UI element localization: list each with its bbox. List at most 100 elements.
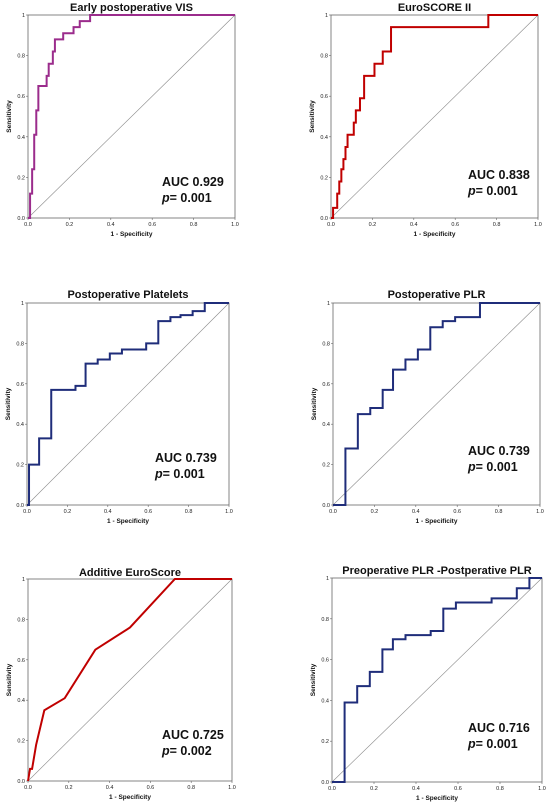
reference-diagonal <box>330 14 539 219</box>
p-value-label: p= 0.002 <box>161 744 212 758</box>
roc-panel: Early postoperative VIS 0.00.0 0.2 0.2 0.4 0.… <box>6 2 239 238</box>
p-symbol: p <box>467 737 476 751</box>
y-tick-label: 1 <box>325 13 328 19</box>
x-tick-label: 0.0 <box>328 786 336 792</box>
x-tick-label: 0.0 <box>23 509 31 515</box>
y-tick-label: 0.2 <box>320 175 328 181</box>
roc-curve <box>331 14 538 219</box>
reference-diagonal <box>332 302 541 506</box>
reference-diagonal <box>27 14 236 219</box>
p-symbol: p <box>467 460 476 474</box>
y-axis-label: Sensitivity <box>309 100 316 133</box>
x-tick-label: 0.4 <box>104 509 112 515</box>
x-tick-label: 0.6 <box>148 222 156 228</box>
roc-panel: EuroSCORE II 0.00.0 0.2 0.2 0.4 0.4 0.6 0.6 0.8 0… <box>309 2 542 238</box>
p-value: = 0.001 <box>476 460 518 474</box>
x-tick-label: 1.0 <box>228 785 236 791</box>
auc-label: AUC 0.929 <box>162 175 224 189</box>
y-tick-label: 0.6 <box>321 658 329 664</box>
y-tick-label: 0.4 <box>321 698 329 704</box>
y-tick-label: 0.8 <box>321 617 329 623</box>
x-tick-label: 0.8 <box>493 222 501 228</box>
roc-curve <box>333 302 540 506</box>
x-axis-label: 1 - Specificity <box>109 794 151 801</box>
x-tick-label: 0.0 <box>329 509 337 515</box>
y-tick-label: 0.0 <box>17 216 25 222</box>
x-tick-label: 0.6 <box>454 786 462 792</box>
x-axis-label: 1 - Specificity <box>111 231 153 238</box>
roc-curve <box>28 14 235 219</box>
x-axis-label: 1 - Specificity <box>416 518 458 525</box>
x-tick-label: 0.4 <box>106 785 114 791</box>
y-tick-label: 0.2 <box>16 463 24 469</box>
x-tick-label: 0.8 <box>187 785 195 791</box>
x-axis-label: 1 - Specificity <box>414 231 456 238</box>
chart-title: Preoperative PLR -Postperative PLR <box>342 565 532 577</box>
x-tick-label: 0.2 <box>66 222 74 228</box>
auc-label: AUC 0.739 <box>155 451 217 465</box>
x-tick-label: 0.2 <box>369 222 377 228</box>
y-tick-label: 0.6 <box>17 94 25 100</box>
y-tick-label: 0.8 <box>320 54 328 60</box>
p-symbol: p <box>161 744 170 758</box>
x-tick-label: 0.8 <box>495 509 503 515</box>
y-tick-label: 0.4 <box>16 422 24 428</box>
x-tick-label: 0.4 <box>410 222 418 228</box>
x-tick-label: 0.2 <box>371 509 379 515</box>
p-value: = 0.002 <box>170 744 212 758</box>
x-tick-label: 0.0 <box>24 785 32 791</box>
x-tick-label: 1.0 <box>225 509 233 515</box>
y-tick-label: 0.0 <box>320 216 328 222</box>
p-value: = 0.001 <box>476 184 518 198</box>
y-axis-label: Sensitivity <box>5 387 12 420</box>
y-tick-label: 0.8 <box>17 617 25 623</box>
x-axis-label: 1 - Specificity <box>416 795 458 802</box>
y-tick-label: 0.6 <box>16 382 24 388</box>
y-tick-label: 0.8 <box>16 341 24 347</box>
x-tick-label: 0.8 <box>185 509 193 515</box>
x-tick-label: 1.0 <box>231 222 239 228</box>
p-symbol: p <box>161 191 170 205</box>
x-tick-label: 0.0 <box>24 222 32 228</box>
y-tick-label: 0.8 <box>322 341 330 347</box>
chart-title: Postoperative PLR <box>388 289 486 301</box>
auc-label: AUC 0.725 <box>162 728 224 742</box>
x-tick-label: 0.4 <box>412 786 420 792</box>
roc-curve <box>27 578 232 782</box>
x-tick-label: 0.6 <box>453 509 461 515</box>
y-tick-label: 0.0 <box>17 779 25 785</box>
p-value: = 0.001 <box>170 191 212 205</box>
p-value: = 0.001 <box>476 737 518 751</box>
auc-label: AUC 0.739 <box>468 444 530 458</box>
p-value-label: p= 0.001 <box>161 191 212 205</box>
x-axis-label: 1 - Specificity <box>107 518 149 525</box>
auc-label: AUC 0.716 <box>468 721 530 735</box>
y-axis-label: Sensitivity <box>311 387 318 420</box>
y-tick-label: 1 <box>327 301 330 307</box>
y-tick-label: 0.4 <box>17 135 25 141</box>
x-tick-label: 0.8 <box>190 222 198 228</box>
x-tick-label: 1.0 <box>536 509 544 515</box>
x-tick-label: 0.8 <box>496 786 504 792</box>
y-tick-label: 1 <box>22 13 25 19</box>
x-tick-label: 0.2 <box>65 785 73 791</box>
x-tick-label: 0.2 <box>64 509 72 515</box>
roc-curve <box>332 577 542 783</box>
y-tick-label: 0.6 <box>17 658 25 664</box>
y-axis-label: Sensitivity <box>310 663 317 696</box>
y-tick-label: 0.2 <box>321 739 329 745</box>
y-tick-label: 1 <box>326 576 329 582</box>
x-tick-label: 1.0 <box>534 222 542 228</box>
y-tick-label: 0.6 <box>320 94 328 100</box>
y-tick-label: 0.2 <box>322 463 330 469</box>
chart-title: Postoperative Platelets <box>67 289 188 301</box>
x-tick-label: 0.4 <box>412 509 420 515</box>
y-axis-label: Sensitivity <box>6 663 13 696</box>
y-tick-label: 0.4 <box>320 135 328 141</box>
p-value-label: p= 0.001 <box>467 737 518 751</box>
p-symbol: p <box>467 184 476 198</box>
p-value-label: p= 0.001 <box>467 184 518 198</box>
y-tick-label: 0.0 <box>321 780 329 786</box>
y-tick-label: 0.4 <box>322 422 330 428</box>
